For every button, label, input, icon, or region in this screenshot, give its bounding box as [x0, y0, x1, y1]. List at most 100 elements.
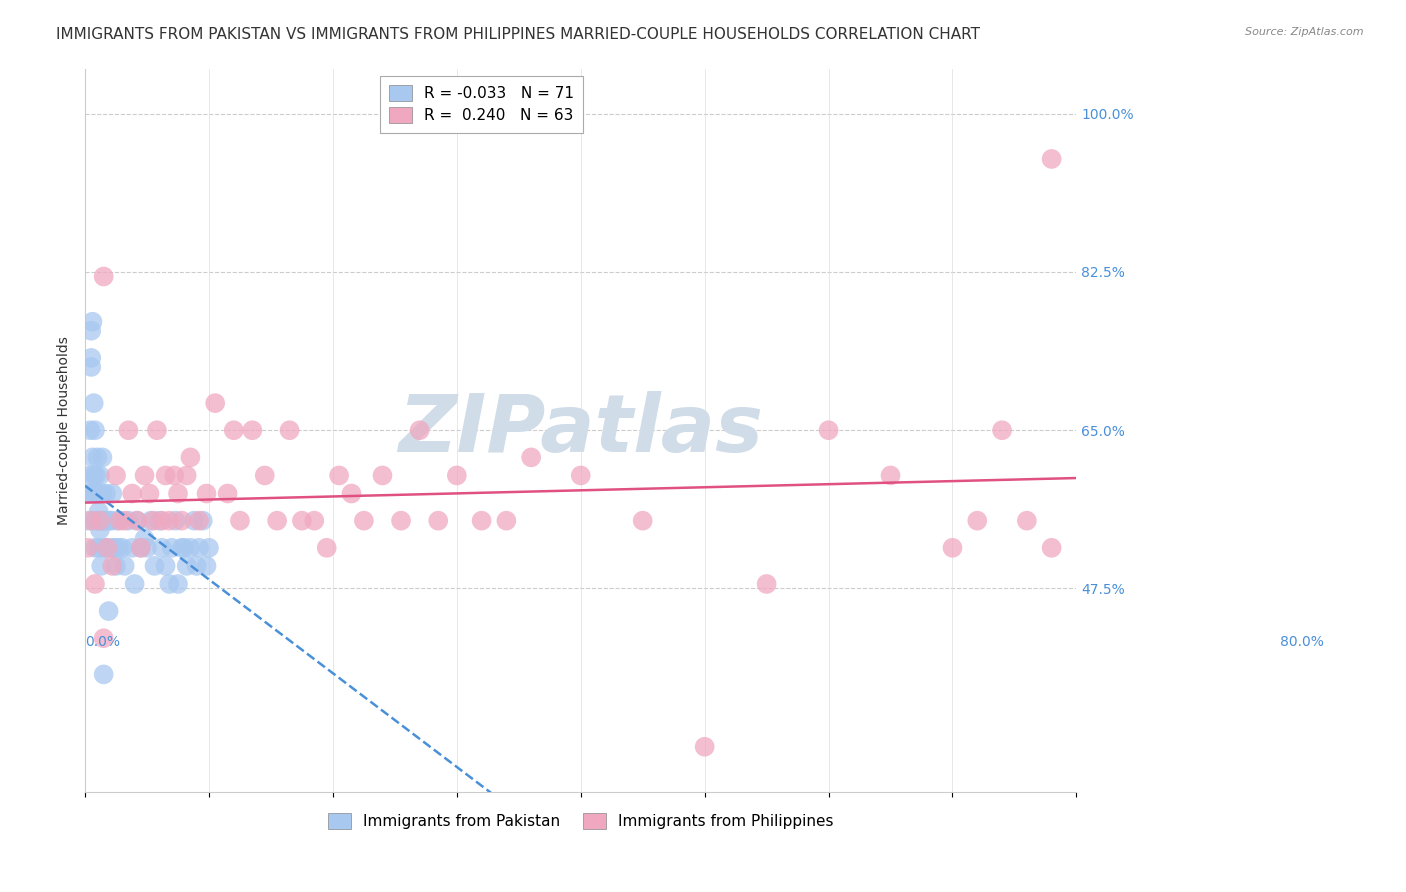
Point [84, 541, 107, 555]
Point [98, 514, 121, 528]
Point [93, 514, 115, 528]
Point [91, 486, 114, 500]
Point [163, 468, 186, 483]
Point [127, 514, 149, 528]
Point [150, 514, 173, 528]
Point [148, 514, 170, 528]
Point [84, 468, 107, 483]
Point [87, 505, 110, 519]
Point [96, 541, 118, 555]
Point [84, 486, 107, 500]
Point [315, 541, 337, 555]
Point [879, 468, 901, 483]
Point [188, 541, 211, 555]
Point [76, 514, 98, 528]
Point [86, 514, 108, 528]
Point [134, 532, 156, 546]
Point [353, 514, 375, 528]
Point [80, 324, 103, 338]
Text: 80.0%: 80.0% [1281, 635, 1324, 648]
Point [93, 667, 115, 681]
Point [157, 514, 180, 528]
Point [96, 541, 118, 555]
Point [471, 514, 494, 528]
Point [427, 514, 450, 528]
Point [136, 541, 159, 555]
Point [80, 514, 103, 528]
Point [117, 514, 139, 528]
Point [76, 541, 98, 555]
Point [173, 541, 195, 555]
Point [253, 468, 276, 483]
Point [1015, 514, 1038, 528]
Point [86, 486, 108, 500]
Point [94, 541, 117, 555]
Text: Source: ZipAtlas.com: Source: ZipAtlas.com [1246, 27, 1364, 37]
Point [89, 514, 111, 528]
Point [217, 486, 239, 500]
Point [100, 514, 122, 528]
Point [520, 450, 543, 465]
Point [170, 541, 193, 555]
Point [179, 541, 201, 555]
Point [83, 396, 105, 410]
Point [188, 514, 211, 528]
Point [82, 486, 104, 500]
Text: 0.0%: 0.0% [86, 635, 120, 648]
Point [278, 423, 301, 437]
Point [176, 558, 198, 573]
Point [82, 450, 104, 465]
Point [121, 541, 143, 555]
Point [146, 423, 169, 437]
Point [117, 423, 139, 437]
Point [114, 558, 136, 573]
Point [495, 514, 517, 528]
Point [114, 514, 136, 528]
Point [80, 351, 103, 365]
Point [693, 739, 716, 754]
Point [266, 514, 288, 528]
Point [631, 514, 654, 528]
Point [79, 423, 101, 437]
Point [195, 486, 218, 500]
Point [291, 514, 314, 528]
Point [87, 541, 110, 555]
Point [198, 541, 221, 555]
Point [222, 423, 245, 437]
Point [371, 468, 394, 483]
Point [167, 486, 190, 500]
Point [90, 558, 112, 573]
Point [105, 514, 128, 528]
Point [1040, 152, 1063, 166]
Point [103, 541, 125, 555]
Point [170, 514, 193, 528]
Point [94, 486, 117, 500]
Point [204, 396, 226, 410]
Legend: Immigrants from Pakistan, Immigrants from Philippines: Immigrants from Pakistan, Immigrants fro… [322, 806, 839, 835]
Point [755, 577, 778, 591]
Point [157, 577, 180, 591]
Point [97, 604, 120, 618]
Point [83, 468, 105, 483]
Point [94, 514, 117, 528]
Point [84, 423, 107, 437]
Point [150, 541, 173, 555]
Point [77, 468, 100, 483]
Point [80, 359, 103, 374]
Point [155, 558, 177, 573]
Point [817, 423, 839, 437]
Point [389, 514, 412, 528]
Point [191, 514, 214, 528]
Point [408, 423, 430, 437]
Point [93, 632, 115, 646]
Point [121, 486, 143, 500]
Point [183, 514, 205, 528]
Point [108, 514, 131, 528]
Point [176, 468, 198, 483]
Point [105, 558, 128, 573]
Point [240, 423, 263, 437]
Point [138, 486, 160, 500]
Point [82, 315, 104, 329]
Point [446, 468, 468, 483]
Point [142, 514, 165, 528]
